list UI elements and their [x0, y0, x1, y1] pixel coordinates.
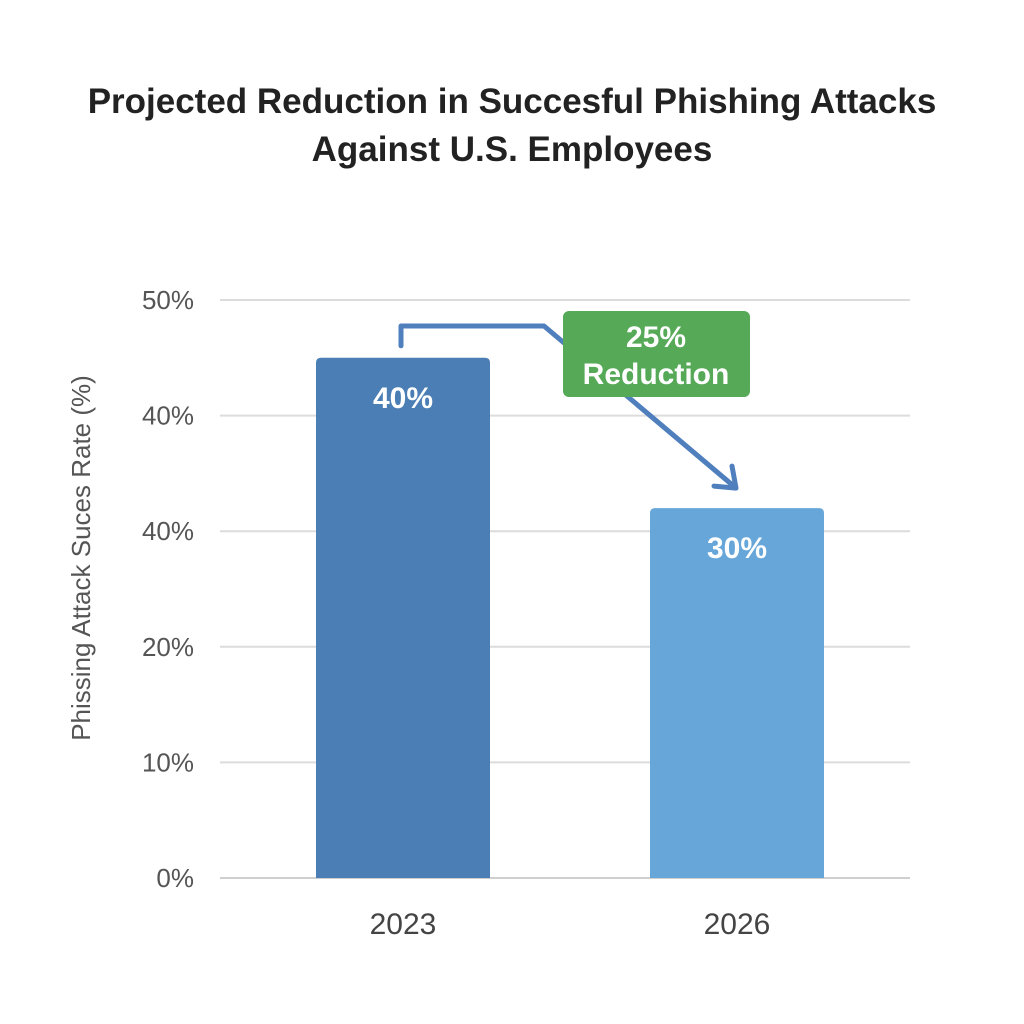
y-axis-ticks: 0% 10% 20% 40% 40% 50% [142, 285, 194, 893]
bar-data-label: 40% [373, 382, 433, 415]
x-category-label: 2023 [370, 908, 437, 941]
chart-title-line-1: Projected Reduction in Succesful Phishin… [87, 82, 937, 121]
x-axis-categories: 2023 2026 [370, 908, 771, 941]
bars: 40% 30% [316, 357, 824, 878]
reduction-callout-label: Reduction [583, 358, 730, 391]
bar-2023 [316, 357, 490, 878]
chart-title: Projected Reduction in Succesful Phishin… [0, 78, 1024, 174]
chart-title-line-2: Against U.S. Employees [311, 130, 713, 169]
bar-data-label: 30% [707, 532, 767, 565]
y-axis-title: Phissing Attack Suces Rate (%) [66, 375, 96, 741]
x-category-label: 2026 [704, 908, 771, 941]
y-tick-label: 40% [142, 401, 194, 431]
y-tick-label: 20% [142, 632, 194, 662]
y-tick-label: 10% [142, 747, 194, 777]
y-tick-label: 50% [142, 285, 194, 315]
y-tick-label: 40% [142, 516, 194, 546]
reduction-callout-box [563, 311, 750, 397]
reduction-annotation: 25% Reduction [398, 311, 750, 491]
down-right-arrow-icon [398, 323, 739, 491]
bar-2026 [650, 508, 824, 878]
y-tick-label: 0% [156, 863, 194, 893]
reduction-callout-percent: 25% [626, 321, 686, 354]
